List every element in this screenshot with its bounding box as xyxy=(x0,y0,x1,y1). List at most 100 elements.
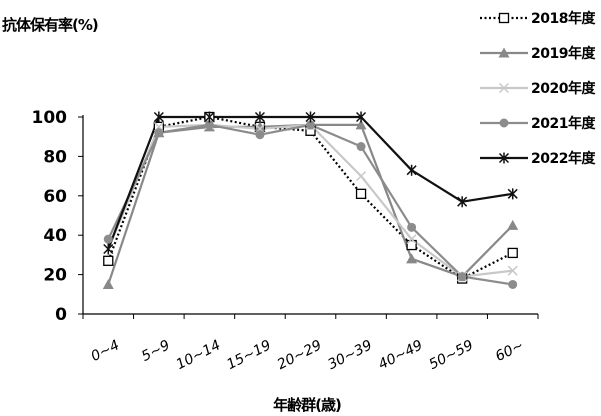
x-axis-title: 年齢群(歳) xyxy=(273,396,341,414)
legend-label-5: 2022年度 xyxy=(531,150,596,167)
legend-marker-2-shape xyxy=(498,47,510,58)
series-2-point xyxy=(102,278,114,289)
series-5-point-shape xyxy=(507,188,518,200)
series-1-point xyxy=(507,247,518,259)
legend-marker-5 xyxy=(498,152,510,164)
legend-marker-3-shape xyxy=(498,82,510,94)
x-tick-label: 15~19 xyxy=(224,337,274,373)
legend-label-4: 2021年度 xyxy=(531,115,596,132)
y-tick-label: 0 xyxy=(55,305,67,325)
series-5-point-shape xyxy=(356,111,367,123)
series-4-point-shape xyxy=(407,222,417,232)
series-4-point-shape xyxy=(154,128,164,138)
series-4-point xyxy=(457,272,467,282)
x-tick-label: 5~9 xyxy=(139,337,173,365)
series-5-point-shape xyxy=(305,111,316,123)
series-4-point xyxy=(356,142,366,152)
series-4-point-shape xyxy=(457,272,467,282)
y-tick-label: 80 xyxy=(43,147,67,167)
series-3-point xyxy=(356,171,367,182)
legend-marker-4 xyxy=(499,118,509,128)
series-5-point-shape xyxy=(153,111,164,123)
series-2-point xyxy=(406,253,418,264)
legend: 2018年度 2019年度 2020年度 2021年度 2022年度 xyxy=(480,10,597,167)
x-tick-label: 30~39 xyxy=(325,337,375,373)
series-3-point xyxy=(406,234,417,245)
series-line-3 xyxy=(107,123,513,278)
series-line-4 xyxy=(107,123,513,286)
series-5-point xyxy=(305,111,316,123)
plot-area: 0 20 40 60 80 100 0~4 5~9 10~14 15~19 20~29 30~39 40… xyxy=(32,108,539,373)
series-4-point-shape xyxy=(306,120,315,130)
series-5-point xyxy=(406,164,417,176)
series-2-point-shape xyxy=(406,253,418,264)
series-2-point xyxy=(507,219,519,230)
legend-marker-1-shape xyxy=(498,12,510,24)
series-4-point-shape xyxy=(508,279,518,289)
series-5-point-shape xyxy=(204,111,215,123)
series-5-point xyxy=(153,111,164,123)
x-tick-label: 50~59 xyxy=(427,337,477,373)
y-tick-label: 60 xyxy=(43,187,67,207)
series-4-point xyxy=(306,120,315,130)
series-1-point xyxy=(103,255,114,266)
series-5-point-shape xyxy=(103,243,114,255)
series-line-1 xyxy=(107,115,514,280)
series-2-point xyxy=(355,119,367,130)
series-4-point-shape xyxy=(356,142,366,152)
series-1-point-shape xyxy=(507,247,518,259)
series-2-point-shape xyxy=(254,121,266,132)
series-5-point xyxy=(457,196,468,208)
series-line-2 xyxy=(107,123,514,285)
x-tick-label: 60~ xyxy=(493,337,527,365)
x-tick-label: 40~49 xyxy=(376,337,426,373)
y-tick-label: 40 xyxy=(43,226,67,246)
series-5-point xyxy=(204,111,215,123)
series-4-point-shape xyxy=(103,234,113,244)
series-1-point-shape xyxy=(406,239,417,251)
x-tick-label: 10~14 xyxy=(174,337,223,373)
series-4-point xyxy=(154,128,164,138)
series-2-point-shape xyxy=(355,119,367,130)
y-tick-label: 20 xyxy=(43,266,67,286)
x-tick-label: 0~4 xyxy=(89,337,123,365)
series-2-point-shape xyxy=(507,219,519,230)
series-4-point xyxy=(508,279,518,289)
series-4-point-shape xyxy=(255,130,265,140)
series-5-point xyxy=(507,188,518,200)
series-4-point xyxy=(407,222,417,232)
legend-label-2: 2019年度 xyxy=(531,45,596,62)
series-3-point-shape xyxy=(406,234,417,245)
series-5-point-shape xyxy=(254,111,265,123)
series-3-point-shape xyxy=(356,171,367,182)
series-line-5 xyxy=(107,115,513,250)
series-4-point-shape xyxy=(204,120,214,130)
legend-marker-2 xyxy=(498,47,510,58)
legend-label-3: 2020年度 xyxy=(531,80,596,97)
legend-marker-1 xyxy=(498,12,510,24)
series-5-point-shape xyxy=(406,164,417,176)
x-tick-label: 20~29 xyxy=(275,337,325,373)
y-axis-title: 抗体保有率(%) xyxy=(2,16,98,34)
legend-marker-5-shape xyxy=(498,152,510,164)
legend-label-1: 2018年度 xyxy=(531,10,596,27)
series-4-point xyxy=(204,120,214,130)
series-5-point xyxy=(103,243,114,255)
series-5-point-shape xyxy=(457,196,468,208)
series-1-point xyxy=(406,239,417,251)
series-4-point xyxy=(255,130,265,140)
legend-marker-4-shape xyxy=(499,118,509,128)
series-2-point xyxy=(254,121,266,132)
series-5-point xyxy=(254,111,265,123)
series-5-point xyxy=(356,111,367,123)
series-2-point-shape xyxy=(102,278,114,289)
series-3-point-shape xyxy=(507,265,518,276)
series-3-point xyxy=(507,265,518,276)
legend-marker-3 xyxy=(498,82,510,94)
series-1-point-shape xyxy=(355,188,367,199)
series-4-point xyxy=(103,234,113,244)
series-1-point-shape xyxy=(103,255,114,266)
series-1-point xyxy=(355,188,367,199)
y-tick-label: 100 xyxy=(32,108,68,128)
